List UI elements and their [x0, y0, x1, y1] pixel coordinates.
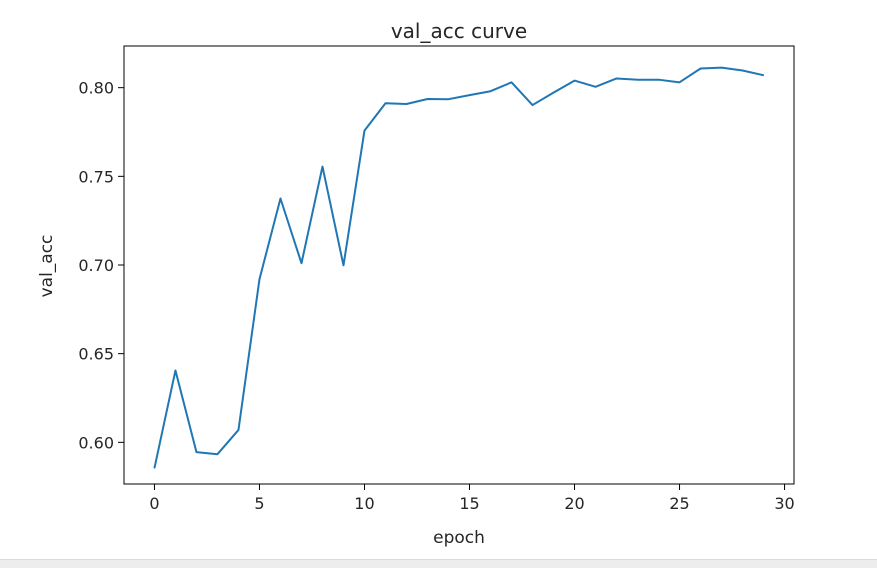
x-axis-label: epoch — [433, 528, 485, 548]
data-point — [405, 103, 408, 105]
plot-area: 0 5 10 15 20 25 30 0.60 0.65 0.70 0.75 0.80 — [78, 45, 795, 513]
plot-frame — [123, 45, 795, 485]
series-line — [153, 66, 764, 469]
data-point — [342, 264, 345, 266]
x-tick-label: 20 — [564, 494, 584, 513]
data-point — [384, 102, 387, 104]
series-layer — [153, 66, 765, 469]
data-point — [174, 369, 177, 372]
data-point — [279, 197, 282, 200]
data-point — [657, 79, 660, 81]
x-axis: 0 5 10 15 20 25 30 — [149, 484, 795, 513]
data-point — [615, 77, 618, 80]
x-tick-label: 25 — [669, 494, 689, 513]
y-axis-label: val_acc — [37, 235, 57, 298]
data-point — [720, 67, 723, 69]
y-tick-label: 0.75 — [78, 167, 114, 186]
y-tick-label: 0.80 — [78, 79, 114, 98]
data-point — [762, 74, 765, 76]
data-point — [195, 451, 198, 453]
data-point — [321, 165, 324, 168]
data-point — [468, 94, 471, 96]
data-point — [741, 69, 744, 72]
y-axis: 0.60 0.65 0.70 0.75 0.80 — [78, 79, 124, 452]
data-point — [552, 92, 555, 94]
chart-title: val_acc curve — [391, 19, 527, 43]
data-point — [426, 98, 429, 100]
data-point — [678, 81, 681, 83]
x-tick-label: 5 — [254, 494, 264, 513]
x-tick-label: 10 — [354, 494, 374, 513]
data-point — [573, 79, 576, 82]
data-point — [237, 429, 240, 431]
y-tick-label: 0.65 — [78, 345, 114, 364]
data-point — [153, 467, 156, 469]
y-tick-label: 0.70 — [78, 256, 114, 275]
data-point — [300, 262, 303, 264]
data-point — [489, 90, 492, 92]
x-tick-label: 30 — [774, 494, 794, 513]
window-bottom-edge — [0, 559, 877, 568]
x-tick-label: 0 — [149, 494, 159, 513]
data-point — [531, 104, 534, 106]
data-point — [447, 98, 450, 100]
data-point — [510, 81, 513, 83]
data-point — [699, 67, 702, 70]
data-point — [216, 453, 219, 455]
data-point — [636, 79, 639, 81]
data-point — [258, 278, 261, 280]
data-point — [363, 129, 366, 132]
y-tick-label: 0.60 — [78, 433, 114, 452]
data-point — [594, 86, 597, 88]
x-tick-label: 15 — [459, 494, 479, 513]
